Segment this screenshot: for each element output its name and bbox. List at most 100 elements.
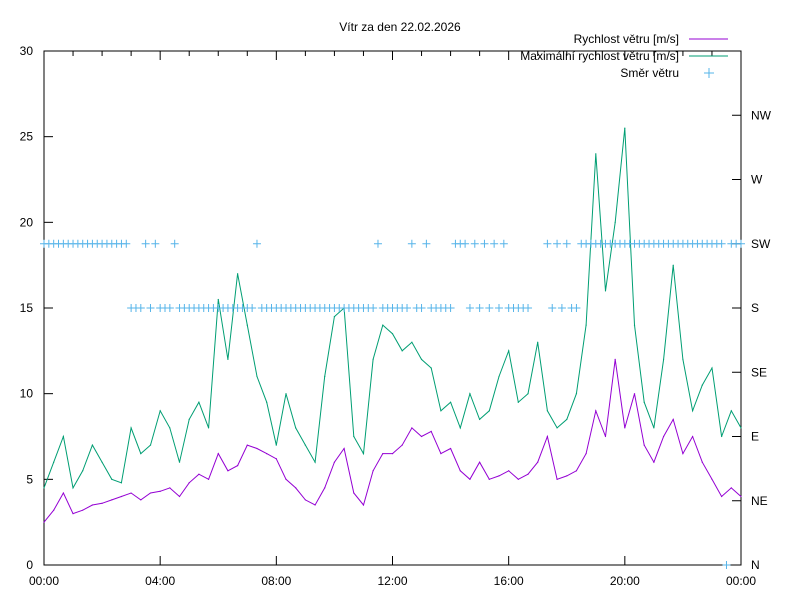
- data-point-gust: [479, 418, 481, 420]
- data-point-speed: [682, 453, 684, 455]
- direction-point: [524, 304, 533, 312]
- direction-point: [369, 304, 378, 312]
- direction-point: [422, 239, 431, 248]
- data-point-gust: [469, 393, 471, 395]
- x-tick-label: 00:00: [29, 574, 59, 588]
- data-point-gust: [372, 358, 374, 360]
- direction-point: [480, 239, 489, 248]
- data-point-speed: [62, 492, 64, 494]
- data-point-gust: [53, 461, 55, 463]
- data-point-speed: [508, 470, 510, 472]
- data-point-speed: [314, 504, 316, 506]
- direction-point: [475, 304, 484, 312]
- x-tick-label: 08:00: [261, 574, 291, 588]
- y2-tick-label: NE: [751, 494, 768, 508]
- plot-area: [40, 127, 745, 569]
- data-point-speed: [595, 410, 597, 412]
- legend-swatch-direction: [704, 68, 714, 78]
- data-point-speed: [82, 509, 84, 511]
- y-tick-label: 10: [20, 387, 34, 401]
- data-point-speed: [295, 487, 297, 489]
- data-point-speed: [440, 453, 442, 455]
- direction-point: [417, 304, 426, 312]
- data-point-speed: [459, 470, 461, 472]
- legend: Rychlost větru [m/s] Maximální rychlost …: [520, 32, 728, 80]
- data-point-speed: [653, 461, 655, 463]
- direction-point: [490, 239, 499, 248]
- data-point-speed: [604, 435, 607, 438]
- y2-tick-label: E: [751, 430, 759, 444]
- data-point-speed: [266, 453, 268, 455]
- x-tick-label: 12:00: [377, 574, 407, 588]
- data-point-speed: [643, 444, 645, 446]
- data-point-gust: [391, 333, 394, 335]
- data-point-speed: [527, 473, 529, 475]
- data-point-gust: [314, 461, 316, 463]
- y2-tick-label: SW: [751, 237, 771, 251]
- direction-point: [722, 561, 731, 569]
- data-point-gust: [285, 393, 287, 395]
- data-point-gust: [411, 341, 413, 343]
- data-point-gust: [721, 435, 723, 438]
- data-point-gust: [691, 410, 694, 412]
- direction-point: [165, 304, 174, 312]
- data-point-speed: [401, 444, 403, 446]
- direction-point: [499, 239, 508, 248]
- data-point-speed: [178, 495, 181, 498]
- data-point-gust: [682, 358, 684, 360]
- data-point-gust: [633, 324, 636, 326]
- data-point-speed: [701, 461, 703, 463]
- data-point-speed: [372, 470, 374, 472]
- data-point-gust: [188, 418, 190, 420]
- data-point-speed: [411, 427, 413, 429]
- y2-tick-label: SE: [751, 365, 767, 379]
- direction-point: [461, 239, 470, 248]
- data-point-speed: [120, 495, 123, 498]
- data-point-gust: [546, 410, 548, 412]
- data-point-gust: [711, 367, 713, 369]
- data-point-gust: [111, 478, 113, 480]
- data-point-gust: [130, 427, 132, 429]
- x-tick-label: 00:00: [726, 574, 756, 588]
- data-point-gust: [237, 273, 239, 275]
- data-point-speed: [324, 487, 326, 489]
- data-point-speed: [556, 478, 558, 480]
- data-point-speed: [575, 470, 578, 472]
- data-point-speed: [111, 499, 113, 501]
- data-point-speed: [53, 509, 55, 511]
- data-point-gust: [595, 153, 597, 155]
- data-point-speed: [662, 435, 665, 438]
- data-point-speed: [227, 470, 229, 472]
- data-point-speed: [633, 393, 636, 395]
- data-point-gust: [740, 427, 742, 429]
- y-tick-label: 0: [26, 558, 33, 572]
- data-point-speed: [672, 418, 674, 420]
- data-point-speed: [130, 492, 132, 494]
- data-point-gust: [120, 482, 123, 484]
- x-tick-label: 20:00: [610, 574, 640, 588]
- direction-point: [557, 304, 566, 312]
- data-point-speed: [207, 478, 210, 480]
- data-point-gust: [614, 221, 616, 223]
- data-point-speed: [546, 435, 548, 438]
- data-point-gust: [324, 375, 326, 378]
- direction-point: [141, 239, 150, 248]
- direction-point: [465, 304, 474, 312]
- data-point-gust: [537, 341, 539, 343]
- data-point-gust: [227, 358, 229, 360]
- data-point-gust: [449, 401, 452, 403]
- y-tick-label: 20: [20, 215, 34, 229]
- chart-title: Vítr za den 22.02.2026: [339, 20, 461, 34]
- data-point-speed: [333, 461, 336, 463]
- y2-tick-label: W: [751, 173, 763, 187]
- y-tick-label: 25: [20, 130, 34, 144]
- data-point-gust: [198, 401, 200, 403]
- direction-point: [717, 239, 726, 248]
- data-point-gust: [266, 401, 268, 403]
- data-point-speed: [353, 492, 355, 494]
- data-point-speed: [517, 478, 519, 480]
- data-point-gust: [420, 358, 423, 360]
- data-point-speed: [256, 447, 258, 450]
- direction-point: [485, 304, 494, 312]
- data-point-gust: [643, 401, 645, 403]
